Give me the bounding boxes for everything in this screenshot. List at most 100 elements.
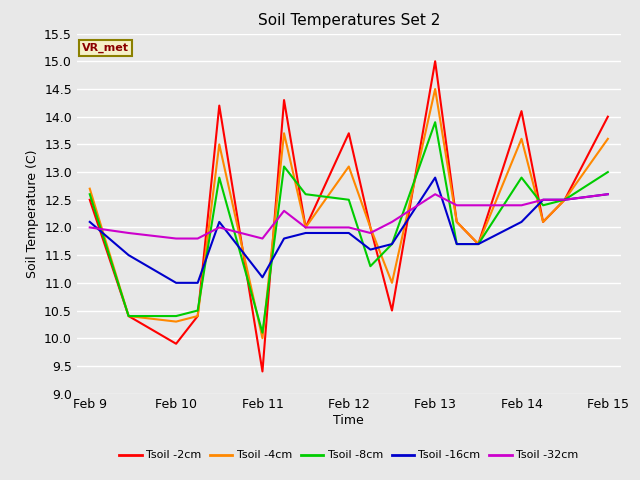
Tsoil -8cm — [216, 175, 223, 180]
Tsoil -32cm — [518, 203, 525, 208]
Tsoil -4cm — [280, 131, 288, 136]
Legend: Tsoil -2cm, Tsoil -4cm, Tsoil -8cm, Tsoil -16cm, Tsoil -32cm: Tsoil -2cm, Tsoil -4cm, Tsoil -8cm, Tsoi… — [115, 446, 583, 465]
Tsoil -8cm — [561, 197, 568, 203]
Tsoil -2cm — [474, 241, 482, 247]
Tsoil -32cm — [216, 225, 223, 230]
Tsoil -32cm — [259, 236, 266, 241]
Tsoil -8cm — [86, 192, 93, 197]
Tsoil -8cm — [604, 169, 612, 175]
Tsoil -8cm — [280, 164, 288, 169]
Tsoil -4cm — [216, 142, 223, 147]
Title: Soil Temperatures Set 2: Soil Temperatures Set 2 — [258, 13, 440, 28]
Tsoil -16cm — [86, 219, 93, 225]
Tsoil -8cm — [345, 197, 353, 203]
Tsoil -4cm — [540, 219, 547, 225]
Tsoil -32cm — [125, 230, 132, 236]
Tsoil -2cm — [125, 313, 132, 319]
Tsoil -2cm — [345, 131, 353, 136]
Line: Tsoil -8cm: Tsoil -8cm — [90, 122, 608, 333]
Tsoil -32cm — [172, 236, 180, 241]
Tsoil -4cm — [259, 336, 266, 341]
Tsoil -16cm — [259, 275, 266, 280]
Tsoil -4cm — [194, 313, 202, 319]
Tsoil -2cm — [172, 341, 180, 347]
Tsoil -2cm — [453, 219, 461, 225]
Tsoil -2cm — [302, 225, 310, 230]
Tsoil -32cm — [280, 208, 288, 214]
Tsoil -32cm — [561, 197, 568, 203]
Tsoil -32cm — [474, 203, 482, 208]
Tsoil -32cm — [388, 219, 396, 225]
Tsoil -8cm — [125, 313, 132, 319]
Tsoil -32cm — [345, 225, 353, 230]
Tsoil -4cm — [388, 280, 396, 286]
Tsoil -16cm — [125, 252, 132, 258]
Tsoil -32cm — [604, 192, 612, 197]
Tsoil -8cm — [388, 241, 396, 247]
Line: Tsoil -2cm: Tsoil -2cm — [90, 61, 608, 372]
Tsoil -2cm — [367, 225, 374, 230]
Tsoil -16cm — [561, 197, 568, 203]
Tsoil -32cm — [302, 225, 310, 230]
Tsoil -2cm — [194, 313, 202, 319]
Tsoil -2cm — [431, 59, 439, 64]
Tsoil -32cm — [540, 197, 547, 203]
Tsoil -4cm — [604, 136, 612, 142]
Tsoil -2cm — [280, 97, 288, 103]
Tsoil -4cm — [474, 241, 482, 247]
Tsoil -2cm — [86, 197, 93, 203]
Tsoil -8cm — [259, 330, 266, 336]
Tsoil -16cm — [345, 230, 353, 236]
Tsoil -8cm — [302, 192, 310, 197]
Tsoil -4cm — [172, 319, 180, 324]
Tsoil -32cm — [86, 225, 93, 230]
Tsoil -2cm — [259, 369, 266, 374]
Tsoil -16cm — [518, 219, 525, 225]
Line: Tsoil -4cm: Tsoil -4cm — [90, 89, 608, 338]
Tsoil -16cm — [604, 192, 612, 197]
Tsoil -4cm — [302, 225, 310, 230]
Tsoil -2cm — [216, 103, 223, 108]
Line: Tsoil -32cm: Tsoil -32cm — [90, 194, 608, 239]
Tsoil -4cm — [125, 313, 132, 319]
Tsoil -16cm — [216, 219, 223, 225]
Tsoil -4cm — [431, 86, 439, 92]
Tsoil -32cm — [367, 230, 374, 236]
Tsoil -8cm — [453, 241, 461, 247]
Tsoil -32cm — [431, 192, 439, 197]
Tsoil -16cm — [302, 230, 310, 236]
Tsoil -4cm — [86, 186, 93, 192]
Tsoil -32cm — [453, 203, 461, 208]
Tsoil -4cm — [345, 164, 353, 169]
Text: VR_met: VR_met — [82, 43, 129, 53]
Tsoil -8cm — [518, 175, 525, 180]
Tsoil -8cm — [474, 241, 482, 247]
X-axis label: Time: Time — [333, 414, 364, 427]
Tsoil -16cm — [280, 236, 288, 241]
Line: Tsoil -16cm: Tsoil -16cm — [90, 178, 608, 283]
Tsoil -16cm — [172, 280, 180, 286]
Tsoil -4cm — [453, 219, 461, 225]
Tsoil -2cm — [561, 197, 568, 203]
Tsoil -2cm — [540, 219, 547, 225]
Tsoil -2cm — [518, 108, 525, 114]
Tsoil -8cm — [367, 264, 374, 269]
Tsoil -32cm — [194, 236, 202, 241]
Tsoil -2cm — [388, 308, 396, 313]
Tsoil -16cm — [194, 280, 202, 286]
Tsoil -16cm — [388, 241, 396, 247]
Tsoil -16cm — [431, 175, 439, 180]
Tsoil -16cm — [540, 197, 547, 203]
Tsoil -8cm — [540, 203, 547, 208]
Tsoil -16cm — [474, 241, 482, 247]
Tsoil -8cm — [172, 313, 180, 319]
Tsoil -4cm — [367, 225, 374, 230]
Tsoil -4cm — [518, 136, 525, 142]
Tsoil -8cm — [431, 120, 439, 125]
Tsoil -8cm — [194, 308, 202, 313]
Tsoil -16cm — [367, 247, 374, 252]
Y-axis label: Soil Temperature (C): Soil Temperature (C) — [26, 149, 38, 278]
Tsoil -2cm — [604, 114, 612, 120]
Tsoil -16cm — [453, 241, 461, 247]
Tsoil -4cm — [561, 197, 568, 203]
